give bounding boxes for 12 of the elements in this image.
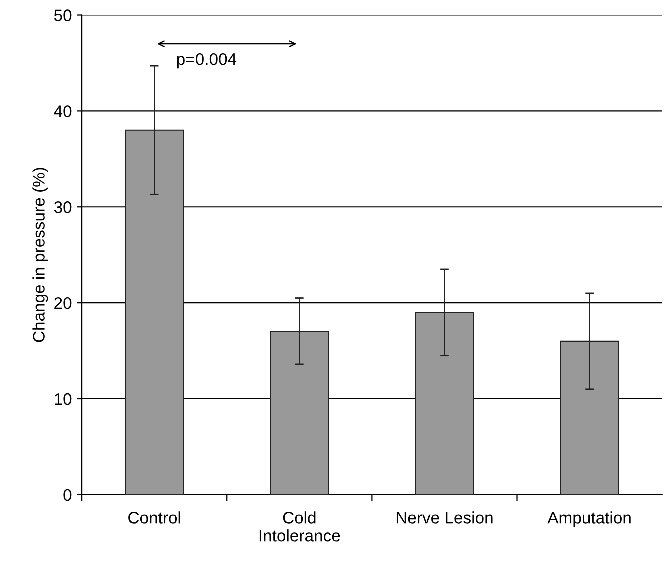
annotation: p=0.004 xyxy=(177,53,237,69)
y-axis-title: Change in pressure (%) xyxy=(32,168,48,342)
x-tick-label: Nerve Lesion xyxy=(396,512,493,524)
x-tick-label: Control xyxy=(128,512,180,524)
x-tick-label: Amputation xyxy=(548,512,631,528)
y-tick-label: 10 xyxy=(55,393,72,406)
y-tick-label: 30 xyxy=(54,202,72,214)
y-tick-label: 0 xyxy=(64,489,72,502)
x-tick-label: Cold Intolerance xyxy=(260,512,340,542)
y-tick-label: 20 xyxy=(54,297,72,310)
y-tick-label: 40 xyxy=(54,106,72,118)
y-tick-label: 50 xyxy=(54,10,72,22)
